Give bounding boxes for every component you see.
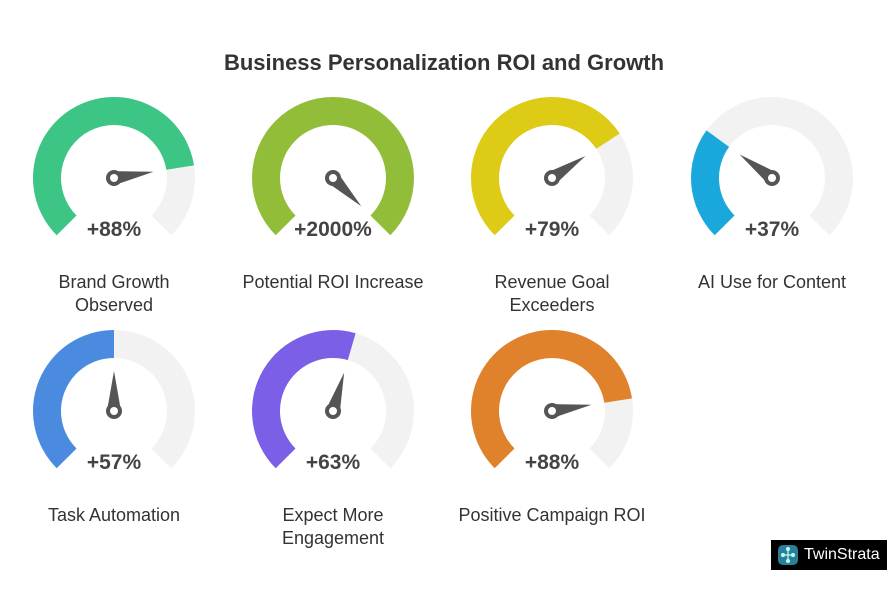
gauge-value: +57%: [86, 451, 142, 474]
needle-hub-center: [329, 174, 337, 182]
gauge-fill: [33, 330, 114, 469]
gauge-track: [347, 333, 414, 469]
gauge-fill: [470, 329, 633, 469]
gauge-value: +79%: [524, 218, 580, 241]
gauge-label: Positive Campaign ROI: [458, 505, 646, 525]
needle-hub-center: [548, 407, 556, 415]
gauge-fill: [252, 330, 356, 469]
gauge-needle: [326, 372, 345, 413]
gauge-fill: [252, 96, 414, 236]
gauge-label: Revenue Goal Exceeders: [494, 272, 610, 315]
gauge-track: [589, 133, 633, 236]
gauge-needle: [550, 404, 592, 418]
network-icon: [778, 545, 798, 565]
needle-hub-center: [110, 174, 118, 182]
gauge-fill: [33, 96, 195, 236]
twinstrata-logo: TwinStrata: [771, 540, 887, 570]
needle-hub-center: [768, 174, 776, 182]
gauge-track: [589, 398, 633, 469]
gauge-value: +37%: [744, 218, 800, 241]
gauge-label: Expect More Engagement: [281, 505, 385, 548]
needle-hub-center: [110, 407, 118, 415]
gauge-value: +2000%: [294, 218, 372, 241]
gauge-label: Task Automation: [47, 505, 181, 525]
gauge-track: [114, 330, 195, 469]
gauge-label: Potential ROI Increase: [242, 272, 424, 292]
gauge-fill: [470, 96, 620, 236]
brand-name: TwinStrata: [804, 546, 880, 563]
gauge-track: [151, 165, 195, 236]
gauge-needle: [107, 371, 121, 411]
gauge-needle: [112, 171, 154, 185]
needle-hub-center: [329, 407, 337, 415]
needle-hub-center: [548, 174, 556, 182]
gauge-label: AI Use for Content: [697, 272, 847, 292]
gauge-fill: [690, 130, 735, 236]
chart-title: Business Personalization ROI and Growth: [223, 50, 665, 75]
gauge-label: Brand Growth Observed: [58, 272, 170, 315]
gauge-value: +63%: [305, 451, 361, 474]
gauge-track: [706, 97, 853, 236]
gauge-value: +88%: [524, 451, 580, 474]
gauge-value: +88%: [86, 218, 142, 241]
